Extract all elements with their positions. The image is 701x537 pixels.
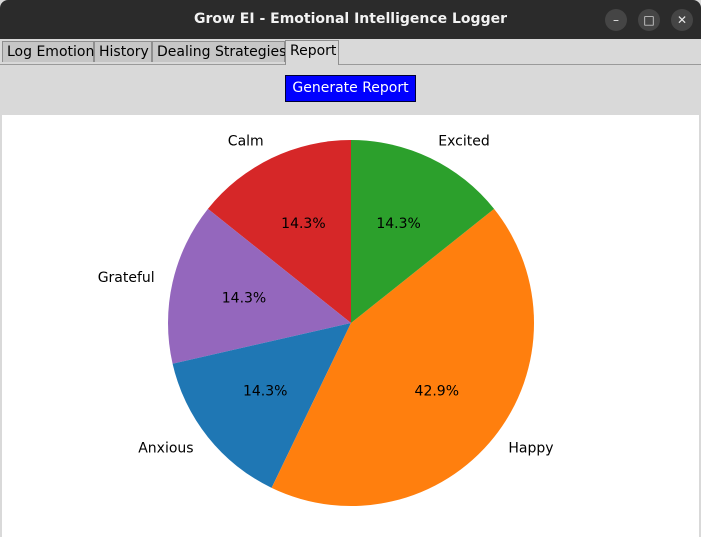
title-bar[interactable]: Grow EI - Emotional Intelligence Logger … bbox=[0, 0, 701, 39]
maximize-icon[interactable]: □ bbox=[638, 9, 660, 31]
pie-label-grateful: Grateful bbox=[98, 270, 155, 286]
window-title: Grow EI - Emotional Intelligence Logger bbox=[193, 11, 507, 27]
pie-label-happy: Happy bbox=[508, 441, 553, 457]
pie-pct-label-anxious: 14.3% bbox=[243, 384, 287, 400]
report-chart: 14.3% Calm 14.3% Grateful 14.3% Anxious 42.9% H… bbox=[2, 115, 699, 537]
pie-label-calm: Calm bbox=[228, 134, 264, 150]
pie-pct-label-calm: 14.3% bbox=[281, 216, 325, 232]
pie-pct-label-happy: 42.9% bbox=[415, 384, 459, 400]
tab-dealing-strategies[interactable]: Dealing Strategies bbox=[152, 41, 286, 62]
pie-slice-grateful bbox=[168, 208, 351, 364]
generate-report-button[interactable]: Generate Report bbox=[285, 75, 416, 102]
minimize-icon[interactable]: – bbox=[605, 9, 627, 31]
pie-label-excited: Excited bbox=[438, 134, 489, 150]
tab-log-emotion[interactable]: Log Emotion bbox=[2, 41, 94, 62]
pie-slice-anxious bbox=[172, 323, 351, 488]
tab-report[interactable]: Report bbox=[285, 40, 339, 65]
tab-bar: Log Emotion History Dealing Strategies R… bbox=[0, 39, 701, 65]
pie-slice-happy bbox=[271, 208, 535, 507]
close-icon[interactable]: ✕ bbox=[671, 9, 693, 31]
report-toolbar: Generate Report bbox=[2, 65, 699, 114]
pie-pct-label-excited: 14.3% bbox=[376, 216, 420, 232]
pie-slice-excited bbox=[351, 140, 495, 323]
pie-label-anxious: Anxious bbox=[138, 441, 193, 457]
pie-slice-calm bbox=[207, 140, 351, 323]
pie-pct-label-grateful: 14.3% bbox=[222, 291, 266, 307]
tab-history[interactable]: History bbox=[94, 41, 152, 62]
pie-chart: 14.3% Calm 14.3% Grateful 14.3% Anxious 42.9% H… bbox=[98, 134, 554, 507]
